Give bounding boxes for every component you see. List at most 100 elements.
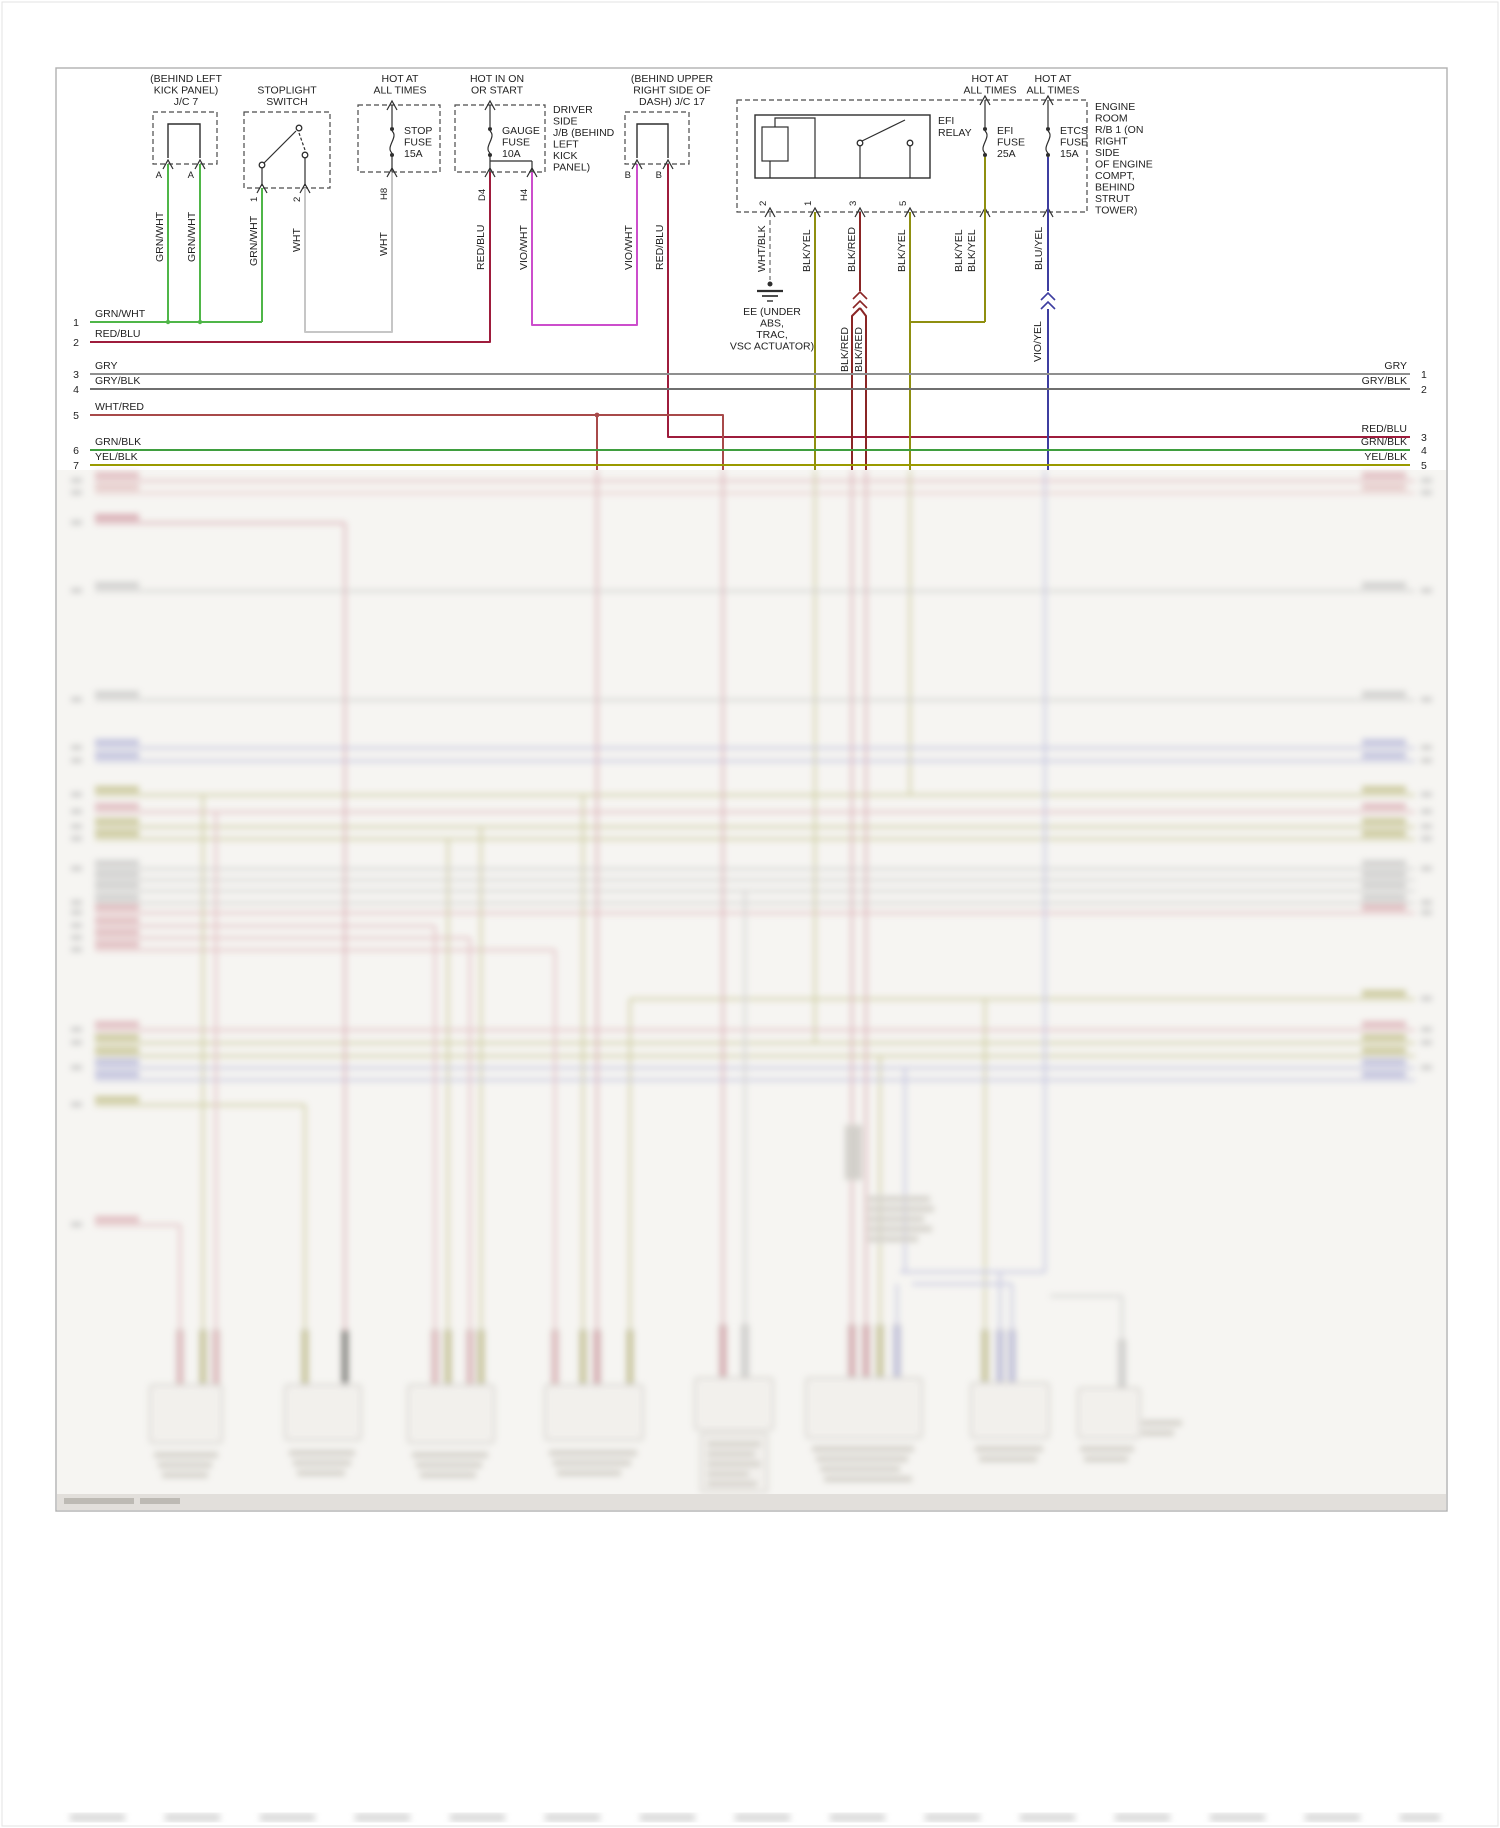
jc7-title: KICK PANEL) [154, 85, 219, 97]
circuit-row-number: 3 [73, 369, 79, 381]
hot-at-label: HOT AT [1035, 73, 1073, 85]
circuit-row-number: 3 [1421, 432, 1427, 444]
jb-label-line: PANEL) [553, 162, 590, 174]
wire-color-label: BLK/YEL [953, 229, 965, 272]
jc17-pin-label: B [625, 170, 631, 181]
circuit-row-number: 2 [1421, 384, 1427, 396]
wire-color-label: BLK/RED [846, 227, 858, 272]
gauge-fuse: HOT IN ON OR START GAUGE FUSE 10A D4 H4 … [90, 73, 638, 343]
ground-label-line: ABS, [760, 318, 784, 330]
etcs-fuse: HOT AT ALL TIMES ETCS FUSE 15A BLU/YEL V… [1026, 73, 1088, 470]
engine-room-rb-label: ENGINE ROOM R/B 1 (ON RIGHT SIDE OF ENGI… [1095, 101, 1153, 217]
inline-connector-chevron [852, 290, 868, 300]
efi-relay: EFI RELAY 2 1 3 5 WHT/BLK BLK/YEL BLK/RE… [736, 99, 1088, 470]
fuse-symbol [389, 130, 395, 154]
pin-number: 1 [803, 201, 814, 206]
circuit-row-number: 4 [73, 384, 79, 396]
jc7-box [152, 111, 218, 165]
circuit-row-label: RED/BLU [95, 328, 141, 340]
fuse-rating: 15A [1060, 148, 1079, 160]
ground-label-line: TRAC, [756, 329, 788, 341]
jc7-pin-label: A [188, 170, 195, 181]
red-blu-wire [667, 164, 1410, 438]
rb-label-line: COMPT, [1095, 170, 1135, 182]
fuse-rating: 25A [997, 148, 1016, 160]
circuit-row-number: 6 [73, 445, 79, 457]
jc17-title: (BEHIND UPPER [631, 73, 714, 85]
pin-number: 3 [848, 201, 859, 206]
rb-label-line: ROOM [1095, 113, 1128, 125]
wire-color-label: BLK/YEL [896, 229, 908, 272]
circuit-row-number: 4 [1421, 445, 1427, 457]
ground-label-line: VSC ACTUATOR) [730, 341, 814, 353]
jb-label-line: DRIVER [553, 104, 593, 116]
pin-number: D4 [477, 189, 488, 201]
rb-label-line: STRUT [1095, 193, 1131, 205]
junction-connector-jc7: (BEHIND LEFT KICK PANEL) J/C 7 A A GRN/W… [150, 73, 222, 325]
wire-color-label: BLK/RED [853, 327, 865, 372]
jc7-title: (BEHIND LEFT [150, 73, 222, 85]
fuse-symbol [1045, 130, 1051, 154]
inline-connector-chevron [852, 299, 868, 309]
wire-color-label: VIO/WHT [518, 225, 530, 270]
rb-label-line: TOWER) [1095, 205, 1137, 217]
fuse-name: FUSE [1060, 137, 1088, 149]
hot-in-on-label: OR START [471, 85, 524, 97]
circuit-row-label: GRN/BLK [1361, 436, 1407, 448]
driver-jb-label: DRIVER SIDE J/B (BEHIND LEFT KICK PANEL) [553, 104, 615, 174]
circuit-row-number: 1 [1421, 369, 1427, 381]
wire-color-label: GRN/WHT [186, 211, 198, 262]
wire-color-label: BLK/YEL [801, 229, 813, 272]
jc7-title: J/C 7 [174, 96, 199, 108]
left-circuit-rows: 1 GRN/WHT 2 RED/BLU 3 GRY 4 GRY/BLK 5 WH… [73, 308, 146, 472]
pin-number: H4 [519, 189, 530, 201]
circuit-row-label: GRY [95, 360, 118, 372]
relay-title: EFI [938, 115, 954, 127]
stoplight-switch-title: SWITCH [266, 96, 307, 108]
bottom-strip-text-remnant [140, 1498, 180, 1504]
fuse-name: FUSE [502, 137, 530, 149]
vio-wht-wire [531, 164, 638, 326]
pin-number: 5 [898, 201, 909, 206]
circuit-row-label: GRN/BLK [95, 436, 141, 448]
circuit-row-number: 2 [73, 337, 79, 349]
jc17-title: DASH) J/C 17 [639, 96, 705, 108]
fuse-rating: 10A [502, 148, 521, 160]
inline-connector-chevron [1040, 291, 1056, 301]
rb-label-line: R/B 1 (ON [1095, 124, 1143, 136]
wht-wire [304, 172, 393, 333]
jb-label-line: LEFT [553, 139, 579, 151]
blk-red-wire [851, 307, 861, 470]
hot-in-on-label: HOT IN ON [470, 73, 524, 85]
fuse-name: ETCS [1060, 125, 1088, 137]
red-blu-wire [90, 172, 491, 343]
blur-backdrop [57, 470, 1446, 1494]
jc17-title: RIGHT SIDE OF [633, 85, 710, 97]
wire-color-label: GRN/WHT [154, 211, 166, 262]
fuse-name: STOP [404, 125, 432, 137]
wht-red-bus [90, 414, 724, 470]
fuse-symbol [982, 130, 988, 154]
circuit-row-label: YEL/BLK [1364, 451, 1407, 463]
circuit-row-label: GRY/BLK [95, 375, 140, 387]
ground-dot [767, 281, 773, 287]
bus-wires [90, 321, 1410, 470]
fuse-symbol [487, 130, 493, 154]
ground-label-line: EE (UNDER [743, 306, 801, 318]
stoplight-switch-box [243, 111, 331, 189]
stoplight-switch-title: STOPLIGHT [257, 85, 317, 97]
right-circuit-rows: 1 GRY 2 GRY/BLK 3 RED/BLU 4 GRN/BLK 5 YE… [1361, 360, 1427, 472]
clear-schematic: (BEHIND LEFT KICK PANEL) J/C 7 A A GRN/W… [73, 73, 1427, 472]
jc7-pin-label: A [156, 170, 163, 181]
hot-at-label: HOT AT [972, 73, 1010, 85]
wire-color-label: WHT [291, 228, 303, 252]
circuit-row-label: YEL/BLK [95, 451, 138, 463]
pin-number: 1 [249, 197, 260, 202]
wire-color-label: GRN/WHT [248, 215, 260, 266]
rb-label-line: BEHIND [1095, 182, 1135, 194]
fuse-name: EFI [997, 125, 1013, 137]
fuse-rating: 15A [404, 148, 423, 160]
wire-color-label: BLU/YEL [1033, 227, 1045, 270]
bottom-strip-text-remnant [64, 1498, 134, 1504]
wire-color-label: VIO/WHT [623, 225, 635, 270]
